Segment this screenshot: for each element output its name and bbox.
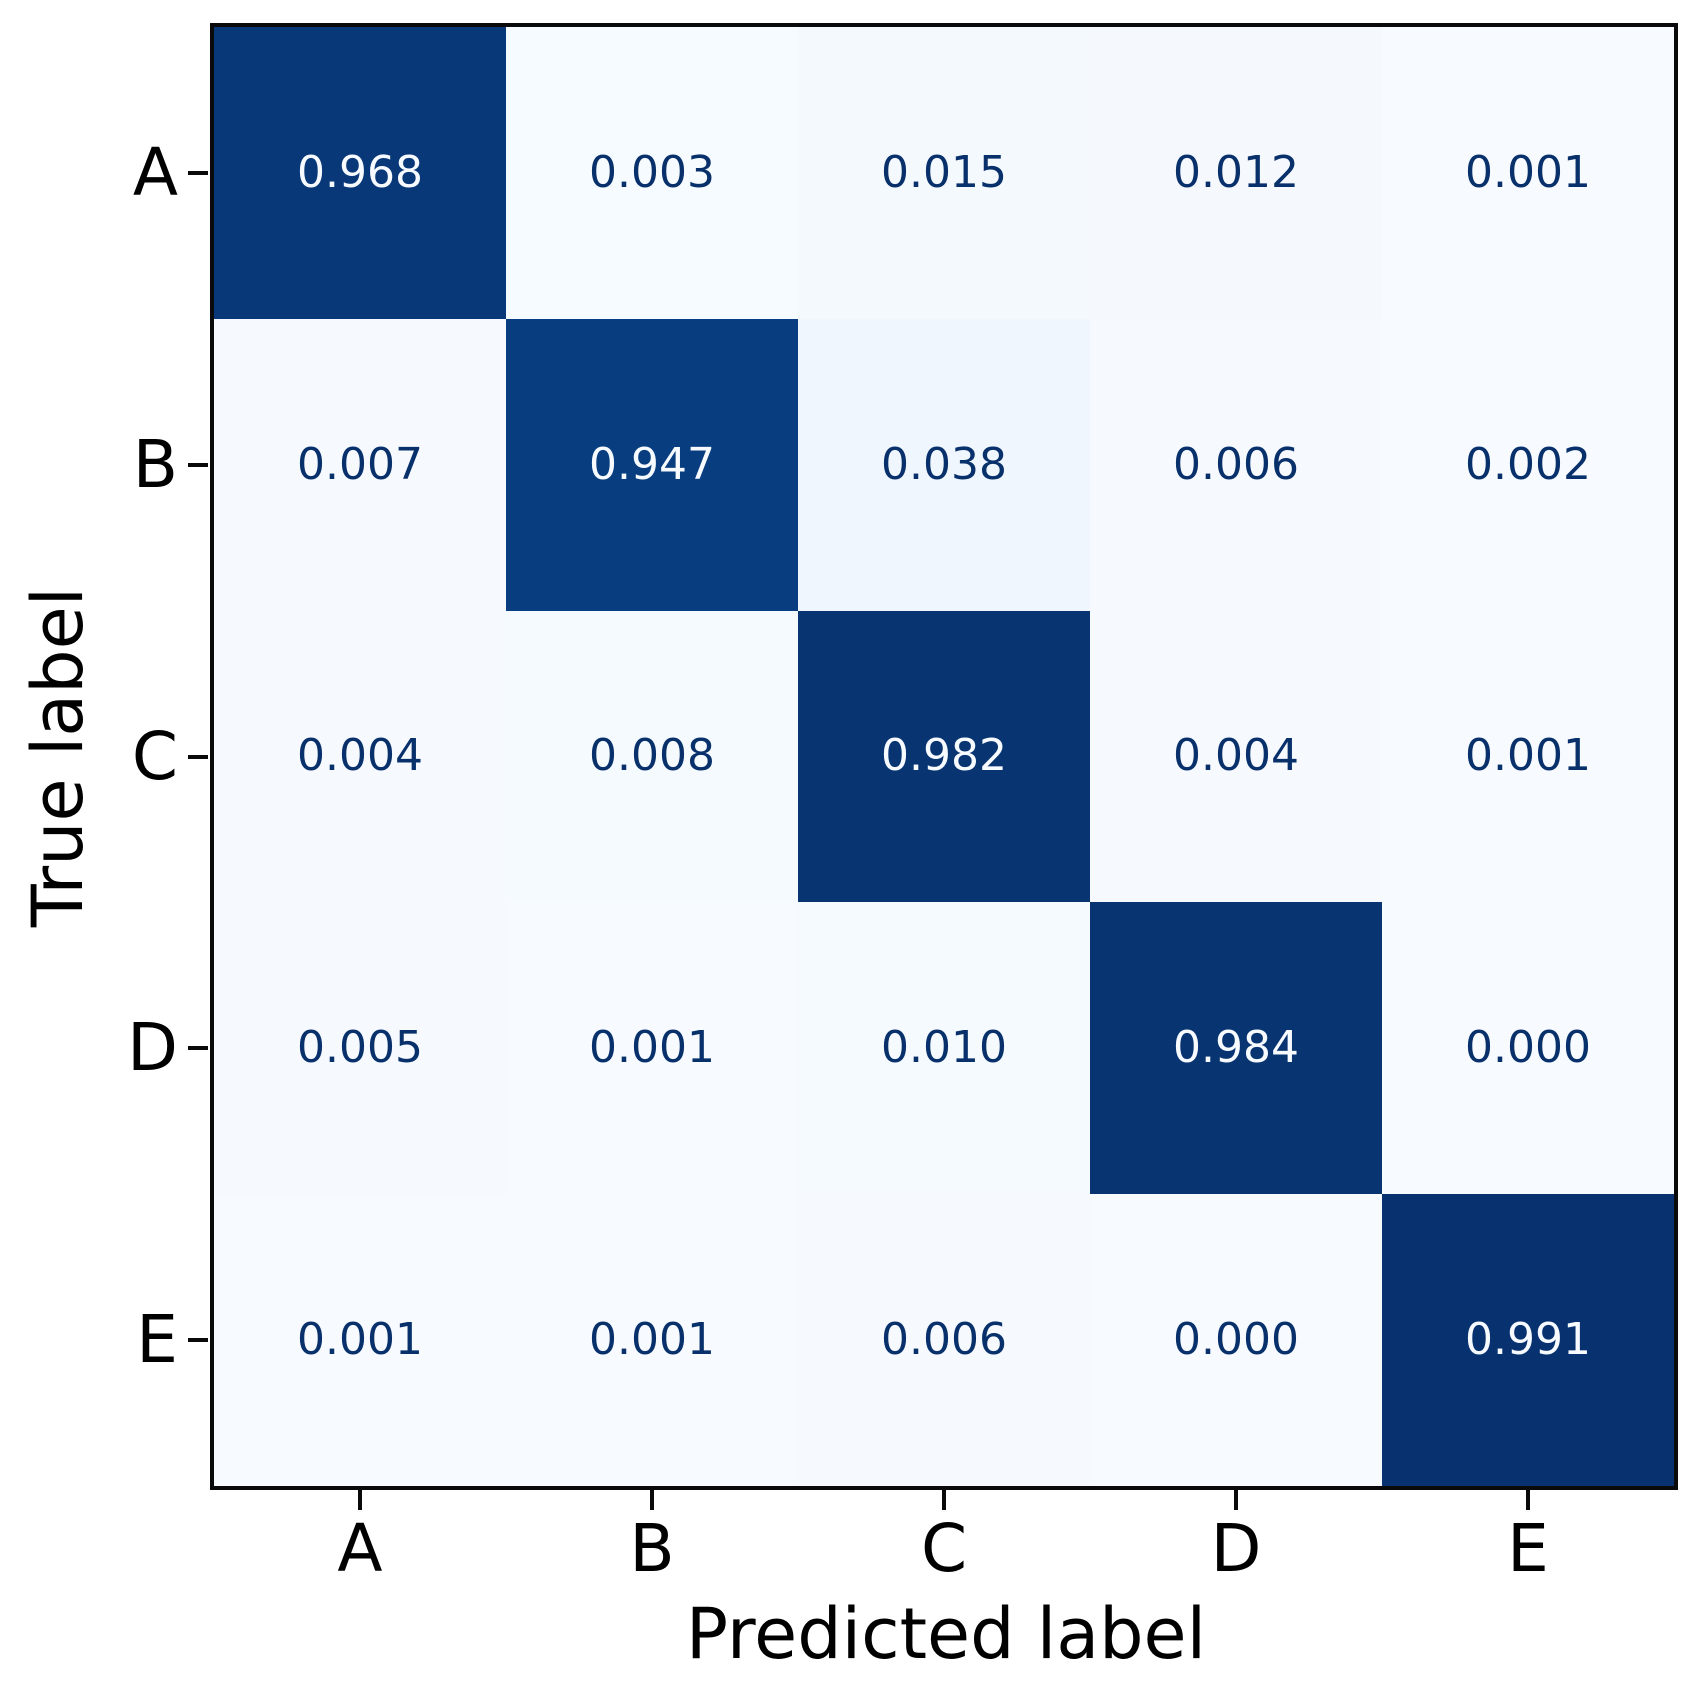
x-tick-label-B: B	[629, 1510, 675, 1587]
heatmap-cell-CD: 0.004	[1090, 610, 1382, 903]
heatmap-cell-AC: 0.015	[798, 27, 1090, 319]
y-tick-mark-A	[188, 170, 208, 175]
heatmap-cell-DD: 0.984	[1090, 902, 1382, 1195]
x-tick-mark-D	[1234, 1490, 1238, 1510]
heatmap-cell-DA: 0.005	[214, 902, 506, 1195]
heatmap-cell-BB: 0.947	[506, 318, 798, 611]
y-tick-label-A: A	[132, 133, 178, 211]
heatmap-cell-DB: 0.001	[506, 902, 798, 1195]
x-tick-mark-E	[1526, 1490, 1530, 1510]
heatmap-cell-AB: 0.003	[506, 27, 798, 319]
x-tick-label-C: C	[920, 1510, 968, 1587]
y-tick-label-B: B	[132, 425, 178, 503]
heatmap-cell-AD: 0.012	[1090, 27, 1382, 319]
x-tick-label-A: A	[337, 1510, 383, 1587]
x-tick-label-D: D	[1210, 1510, 1262, 1587]
heatmap-cell-BD: 0.006	[1090, 318, 1382, 611]
heatmap-cell-CA: 0.004	[214, 610, 506, 903]
heatmap-cell-BA: 0.007	[214, 318, 506, 611]
y-tick-mark-B	[188, 462, 208, 467]
heatmap-cell-AE: 0.001	[1382, 27, 1674, 319]
heatmap-cell-BC: 0.038	[798, 318, 1090, 611]
y-tick-label-C: C	[131, 717, 178, 795]
heatmap-cell-CC: 0.982	[798, 610, 1090, 903]
y-tick-mark-D	[188, 1046, 208, 1051]
y-tick-label-D: D	[127, 1009, 178, 1087]
heatmap-cell-AA: 0.968	[214, 27, 506, 319]
y-tick-label-E: E	[136, 1301, 178, 1379]
heatmap-cell-EB: 0.001	[506, 1194, 798, 1486]
x-tick-mark-B	[650, 1490, 654, 1510]
heatmap-grid: 0.968 0.003 0.015 0.012 0.001 0.007 0.947 0.038…	[214, 27, 1674, 1486]
y-tick-mark-C	[188, 754, 208, 759]
heatmap-cell-DE: 0.000	[1382, 902, 1674, 1195]
heatmap-cell-EA: 0.001	[214, 1194, 506, 1486]
x-tick-mark-A	[358, 1490, 362, 1510]
heatmap-cell-EC: 0.006	[798, 1194, 1090, 1486]
heatmap-cell-ED: 0.000	[1090, 1194, 1382, 1486]
heatmap-cell-CB: 0.008	[506, 610, 798, 903]
y-tick-mark-E	[188, 1338, 208, 1343]
heatmap-cell-DC: 0.010	[798, 902, 1090, 1195]
heatmap-plot: 0.968 0.003 0.015 0.012 0.001 0.007 0.947 0.038…	[210, 23, 1678, 1490]
heatmap-cell-EE: 0.991	[1382, 1194, 1674, 1486]
heatmap-cell-CE: 0.001	[1382, 610, 1674, 903]
x-axis-title: Predicted label	[685, 1593, 1207, 1675]
heatmap-cell-BE: 0.002	[1382, 318, 1674, 611]
x-tick-mark-C	[942, 1490, 946, 1510]
x-tick-label-E: E	[1507, 1510, 1549, 1587]
